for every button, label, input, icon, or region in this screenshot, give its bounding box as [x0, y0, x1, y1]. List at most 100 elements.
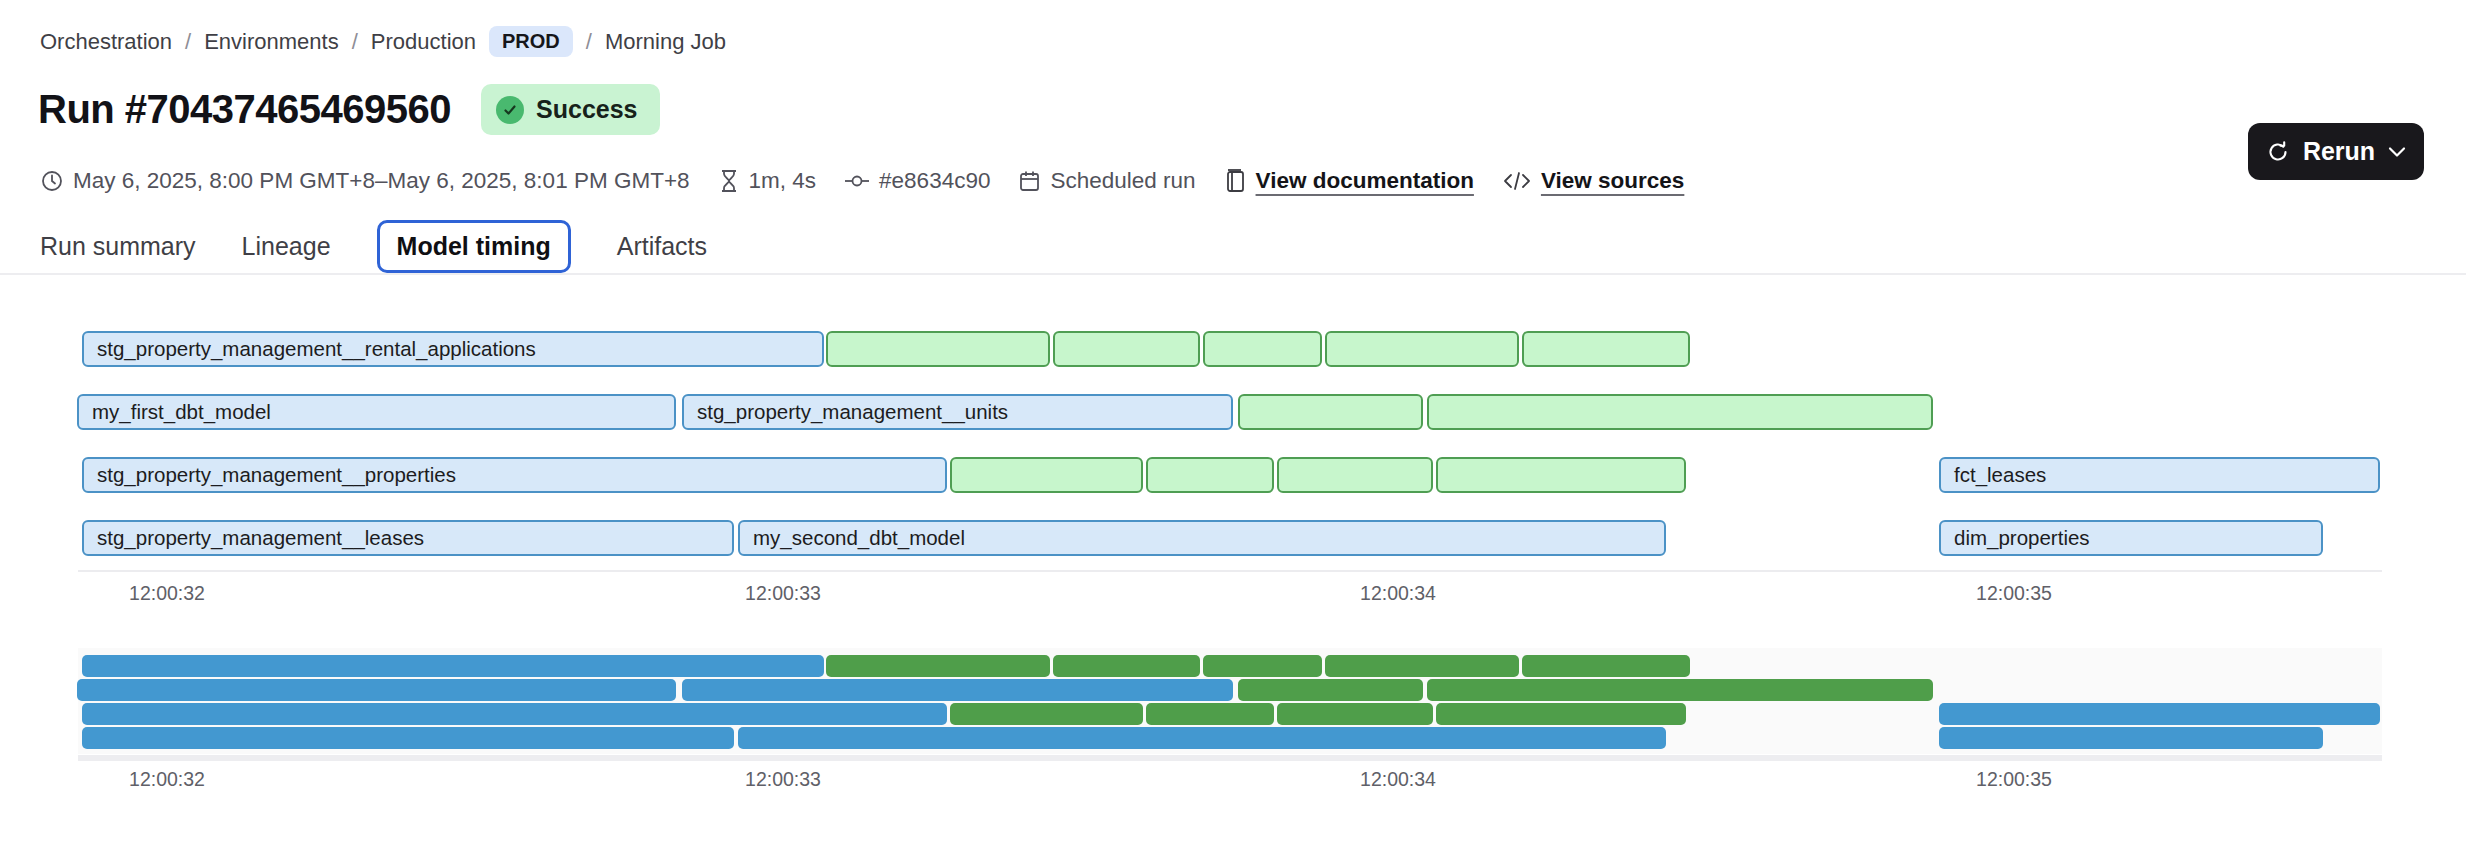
minimap-bar — [1053, 655, 1200, 677]
axis-tick-label: 12:00:35 — [1976, 582, 2052, 605]
axis-tick-label: 12:00:33 — [745, 768, 821, 791]
prod-environment-badge: PROD — [489, 26, 573, 57]
gantt-bar-label: fct_leases — [1941, 463, 2046, 487]
minimap-bar — [1146, 703, 1274, 725]
refresh-icon — [2266, 140, 2290, 164]
minimap-bar — [82, 727, 734, 749]
minimap-bar — [1427, 679, 1933, 701]
breadcrumb-environments[interactable]: Environments — [204, 29, 339, 55]
tab-run-summary[interactable]: Run summary — [40, 222, 196, 271]
minimap-bar — [738, 727, 1666, 749]
gantt-bar-test[interactable] — [1325, 331, 1519, 367]
status-badge-label: Success — [536, 95, 637, 124]
calendar-icon — [1018, 169, 1041, 193]
chevron-down-icon — [2388, 146, 2406, 158]
gantt-bar-test[interactable] — [1203, 331, 1322, 367]
gantt-bar-stg_property_management__properties[interactable]: stg_property_management__properties — [82, 457, 947, 493]
rerun-button[interactable]: Rerun — [2248, 123, 2424, 180]
axis-tick-label: 12:00:35 — [1976, 768, 2052, 791]
gantt-bar-dim_properties[interactable]: dim_properties — [1939, 520, 2323, 556]
minimap-bar — [77, 679, 676, 701]
minimap-bar — [1238, 679, 1423, 701]
minimap-bar — [1203, 655, 1322, 677]
gantt-bar-test[interactable] — [1522, 331, 1690, 367]
minimap-bar — [682, 679, 1233, 701]
tab-model-timing[interactable]: Model timing — [377, 220, 571, 273]
minimap-bar — [1939, 727, 2323, 749]
gantt-bar-test[interactable] — [1146, 457, 1274, 493]
axis-tick-label: 12:00:34 — [1360, 582, 1436, 605]
minimap-bar — [950, 703, 1143, 725]
view-documentation[interactable]: View documentation — [1224, 168, 1474, 194]
minimap-bar — [82, 655, 824, 677]
gantt-bar-fct_leases[interactable]: fct_leases — [1939, 457, 2380, 493]
book-icon — [1224, 168, 1247, 194]
gantt-bar-test[interactable] — [1053, 331, 1200, 367]
gantt-bar-label: stg_property_management__leases — [84, 526, 424, 550]
minimap-bar — [826, 655, 1050, 677]
run-time-range-text: May 6, 2025, 8:00 PM GMT+8–May 6, 2025, … — [73, 168, 690, 194]
gantt-bar-label: stg_property_management__properties — [84, 463, 456, 487]
success-check-icon — [496, 96, 524, 124]
gantt-bar-stg_property_management__units[interactable]: stg_property_management__units — [682, 394, 1233, 430]
run-trigger: Scheduled run — [1018, 168, 1195, 194]
axis-tick-label: 12:00:33 — [745, 582, 821, 605]
clock-icon — [40, 169, 64, 193]
title-row: Run #70437465469560 Success — [38, 84, 660, 135]
rerun-button-label: Rerun — [2303, 137, 2375, 166]
commit-sha: #e8634c90 — [844, 168, 990, 194]
run-time-range: May 6, 2025, 8:00 PM GMT+8–May 6, 2025, … — [40, 168, 690, 194]
status-badge: Success — [481, 84, 659, 135]
minimap-bar — [82, 703, 947, 725]
minimap-bar — [1436, 703, 1686, 725]
gantt-bar-test[interactable] — [826, 331, 1050, 367]
minimap-bar — [1325, 655, 1519, 677]
gantt-bar-my_second_dbt_model[interactable]: my_second_dbt_model — [738, 520, 1666, 556]
gantt-bar-test[interactable] — [1436, 457, 1686, 493]
axis-tick-label: 12:00:32 — [129, 582, 205, 605]
page-title: Run #70437465469560 — [38, 87, 451, 132]
gantt-bar-label: stg_property_management__units — [684, 400, 1008, 424]
view-sources[interactable]: View sources — [1502, 168, 1684, 194]
run-trigger-text: Scheduled run — [1050, 168, 1195, 194]
code-icon — [1502, 170, 1532, 192]
minimap-bar — [1277, 703, 1433, 725]
tab-bar-divider — [0, 273, 2466, 275]
breadcrumb: Orchestration / Environments / Productio… — [40, 26, 726, 57]
gantt-bar-label: my_first_dbt_model — [79, 400, 271, 424]
run-duration-text: 1m, 4s — [749, 168, 817, 194]
view-documentation-link[interactable]: View documentation — [1256, 168, 1474, 194]
breadcrumb-separator: / — [185, 29, 191, 55]
run-detail-page: Orchestration / Environments / Productio… — [0, 0, 2466, 842]
gantt-bar-test[interactable] — [1427, 394, 1933, 430]
minimap-bar — [1939, 703, 2380, 725]
minimap-time-axis — [78, 755, 2382, 761]
gantt-bar-stg_property_management__rental_applications[interactable]: stg_property_management__rental_applicat… — [82, 331, 824, 367]
breadcrumb-morning-job: Morning Job — [605, 29, 726, 55]
run-duration: 1m, 4s — [718, 168, 817, 194]
hourglass-icon — [718, 169, 740, 193]
run-meta-row: May 6, 2025, 8:00 PM GMT+8–May 6, 2025, … — [40, 168, 1684, 194]
axis-tick-label: 12:00:32 — [129, 768, 205, 791]
gantt-bar-test[interactable] — [950, 457, 1143, 493]
breadcrumb-orchestration[interactable]: Orchestration — [40, 29, 172, 55]
tab-lineage[interactable]: Lineage — [242, 222, 331, 271]
view-sources-link[interactable]: View sources — [1541, 168, 1684, 194]
gantt-bar-label: my_second_dbt_model — [740, 526, 965, 550]
breadcrumb-separator: / — [352, 29, 358, 55]
gantt-bar-test[interactable] — [1277, 457, 1433, 493]
gantt-bar-stg_property_management__leases[interactable]: stg_property_management__leases — [82, 520, 734, 556]
breadcrumb-production[interactable]: Production — [371, 29, 476, 55]
git-commit-icon — [844, 169, 870, 193]
tab-artifacts[interactable]: Artifacts — [617, 222, 707, 271]
gantt-bar-test[interactable] — [1238, 394, 1423, 430]
gantt-bar-label: dim_properties — [1941, 526, 2090, 550]
commit-sha-text: #e8634c90 — [879, 168, 990, 194]
breadcrumb-separator: / — [586, 29, 592, 55]
axis-tick-label: 12:00:34 — [1360, 768, 1436, 791]
gantt-bar-label: stg_property_management__rental_applicat… — [84, 337, 536, 361]
gantt-bar-my_first_dbt_model[interactable]: my_first_dbt_model — [77, 394, 676, 430]
tab-bar: Run summary Lineage Model timing Artifacts — [40, 218, 707, 274]
time-axis — [78, 570, 2382, 572]
minimap-bar — [1522, 655, 1690, 677]
